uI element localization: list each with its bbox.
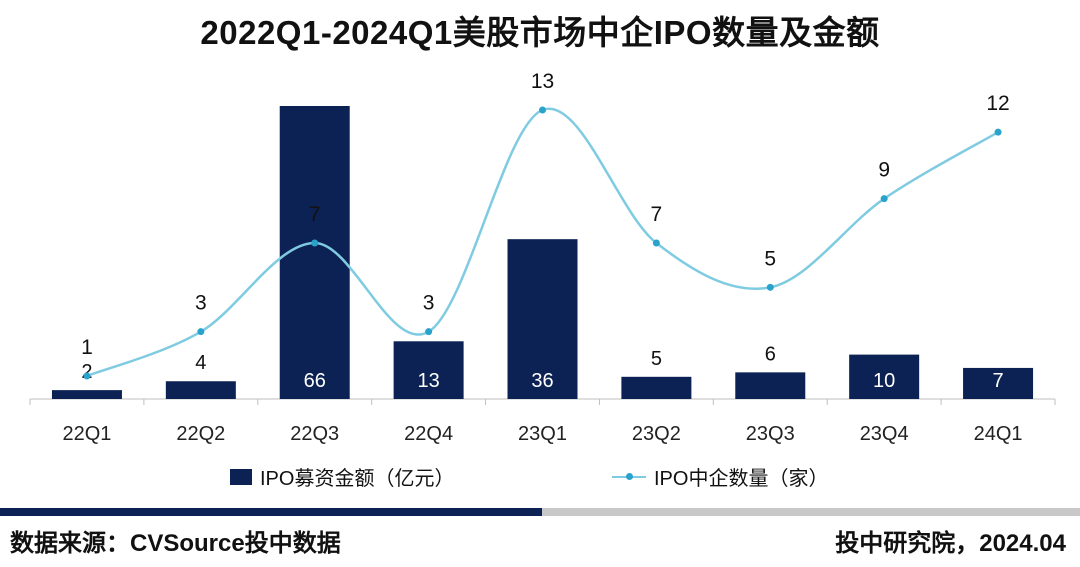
data-source: 数据来源：CVSource投中数据 — [10, 530, 341, 557]
bar-label-23Q4: 10 — [873, 370, 895, 392]
bar-label-23Q3: 6 — [765, 343, 776, 365]
bar-23Q1 — [507, 239, 578, 399]
line-label-23Q1: 13 — [531, 70, 554, 93]
bar-label-24Q1: 7 — [992, 370, 1003, 392]
line-point-23Q1 — [539, 106, 546, 114]
footer-divider-dark — [0, 508, 542, 516]
bar-label-22Q3: 66 — [304, 370, 326, 392]
legend-bar-label: IPO募资金额（亿元） — [260, 468, 455, 490]
line-label-22Q4: 3 — [423, 292, 435, 315]
footer-divider-light — [542, 508, 1080, 516]
x-tick-label-22Q4: 22Q4 — [404, 423, 453, 445]
x-tick-label-22Q3: 22Q3 — [290, 423, 339, 445]
bar-24Q1 — [963, 367, 1034, 399]
legend-item-line: IPO中企数量（家） — [612, 462, 828, 491]
bar-label-22Q2: 4 — [195, 352, 206, 374]
legend: IPO募资金额（亿元） IPO中企数量（家） — [0, 462, 1080, 492]
x-tick-label-22Q2: 22Q2 — [176, 423, 225, 445]
line-swatch-icon — [612, 469, 646, 485]
x-tick-label-22Q1: 22Q1 — [62, 423, 111, 445]
line-point-23Q3 — [766, 283, 774, 291]
bar-23Q3 — [735, 372, 806, 399]
line-point-24Q1 — [994, 128, 1002, 136]
bar-swatch-icon — [230, 468, 252, 485]
line-label-22Q1: 1 — [81, 336, 93, 359]
bar-22Q2 — [165, 381, 236, 399]
x-tick-label-23Q2: 23Q2 — [632, 423, 681, 445]
line-label-23Q3: 5 — [764, 247, 776, 270]
line-point-23Q2 — [652, 239, 660, 247]
x-tick-label-23Q4: 23Q4 — [860, 423, 909, 445]
line-point-22Q2 — [197, 328, 205, 336]
bar-label-22Q4: 13 — [417, 370, 439, 392]
chart-title: 2022Q1-2024Q1美股市场中企IPO数量及金额 — [200, 14, 880, 51]
line-point-22Q1 — [83, 372, 91, 380]
x-tick-label-24Q1: 24Q1 — [974, 423, 1023, 445]
line-label-23Q2: 7 — [651, 203, 663, 226]
line-label-22Q2: 3 — [195, 292, 207, 315]
bar-22Q3 — [279, 106, 350, 399]
bar-label-22Q1: 2 — [81, 361, 92, 383]
line-point-23Q4 — [880, 195, 888, 203]
line-series-ipo-count — [86, 107, 999, 378]
bar-23Q2 — [621, 376, 692, 399]
x-tick-label-23Q1: 23Q1 — [518, 423, 567, 445]
line-point-22Q4 — [425, 328, 433, 336]
bar-23Q4 — [849, 354, 920, 399]
legend-item-bar: IPO募资金额（亿元） — [230, 462, 454, 491]
bar-22Q1 — [51, 390, 122, 399]
x-tick-label-23Q3: 23Q3 — [746, 423, 795, 445]
legend-line-label: IPO中企数量（家） — [654, 468, 829, 490]
line-label-23Q4: 9 — [878, 159, 890, 182]
line-label-24Q1: 12 — [986, 92, 1009, 115]
bar-label-23Q2: 5 — [651, 348, 662, 370]
line-label-22Q3: 7 — [309, 203, 321, 226]
bar-22Q4 — [393, 341, 464, 399]
line-point-22Q3 — [311, 239, 319, 247]
publisher-date: 投中研究院，2024.04 — [835, 530, 1066, 557]
bar-label-23Q1: 36 — [531, 370, 553, 392]
